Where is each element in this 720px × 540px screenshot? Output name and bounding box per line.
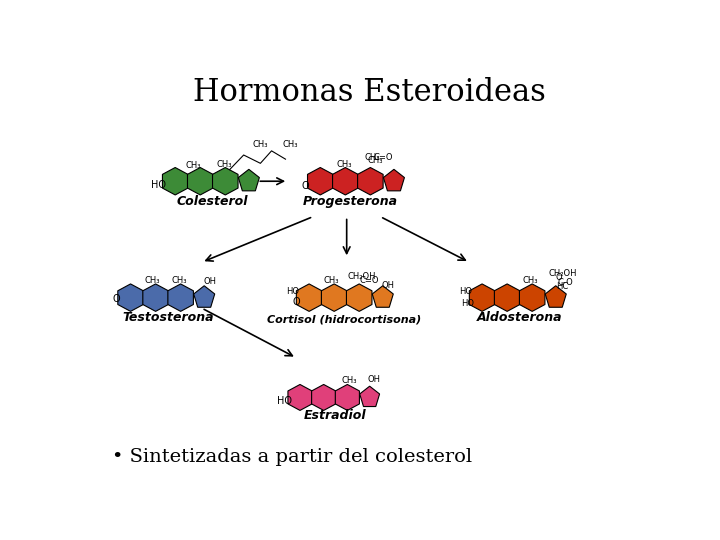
Polygon shape xyxy=(143,284,168,312)
Polygon shape xyxy=(336,384,359,410)
Polygon shape xyxy=(312,384,336,410)
Polygon shape xyxy=(168,284,194,312)
Polygon shape xyxy=(495,284,520,312)
Text: CH₂OH: CH₂OH xyxy=(348,272,377,281)
Text: HO: HO xyxy=(277,396,292,406)
Text: HO: HO xyxy=(151,180,166,190)
Polygon shape xyxy=(358,167,383,195)
Polygon shape xyxy=(519,284,545,312)
Text: C-O: C-O xyxy=(557,278,573,287)
Text: HO: HO xyxy=(287,287,300,295)
Text: CH₃: CH₃ xyxy=(336,160,351,169)
Text: OH: OH xyxy=(382,281,395,290)
Text: Cortisol (hidrocortisona): Cortisol (hidrocortisona) xyxy=(266,314,421,325)
Text: O: O xyxy=(302,181,310,192)
Text: Testosterona: Testosterona xyxy=(122,311,214,324)
Polygon shape xyxy=(469,284,495,312)
Polygon shape xyxy=(118,284,143,312)
Text: O: O xyxy=(112,294,120,304)
Polygon shape xyxy=(212,167,238,195)
Text: CH₃: CH₃ xyxy=(367,157,382,165)
Polygon shape xyxy=(346,284,372,312)
Text: CH₃: CH₃ xyxy=(253,140,268,149)
Text: HO: HO xyxy=(459,287,472,295)
Polygon shape xyxy=(333,167,358,195)
Text: Aldosterona: Aldosterona xyxy=(477,311,562,324)
Text: C=O: C=O xyxy=(360,276,379,285)
Polygon shape xyxy=(238,170,259,191)
Polygon shape xyxy=(360,386,379,407)
Text: HO: HO xyxy=(461,299,474,308)
Text: • Sintetizadas a partir del colesterol: • Sintetizadas a partir del colesterol xyxy=(112,448,472,466)
Text: Hormonas Esteroideas: Hormonas Esteroideas xyxy=(192,77,546,109)
Text: O: O xyxy=(556,273,562,282)
Polygon shape xyxy=(163,167,188,195)
Polygon shape xyxy=(372,286,393,307)
Text: CH₂OH: CH₂OH xyxy=(548,269,577,279)
Polygon shape xyxy=(187,167,213,195)
Text: Estradiol: Estradiol xyxy=(305,409,366,422)
Text: Progesterona: Progesterona xyxy=(303,194,398,207)
Text: CH₃: CH₃ xyxy=(283,140,298,149)
Text: O: O xyxy=(292,296,300,307)
Text: OH: OH xyxy=(203,277,216,286)
Text: CH₃: CH₃ xyxy=(341,376,356,385)
Text: CH₃: CH₃ xyxy=(364,153,379,162)
Polygon shape xyxy=(194,286,215,307)
Text: CH₃: CH₃ xyxy=(145,276,161,285)
Text: Colesterol: Colesterol xyxy=(177,194,248,207)
Text: HC: HC xyxy=(557,282,569,292)
Text: CH₃: CH₃ xyxy=(171,276,187,285)
Text: OH: OH xyxy=(367,375,380,384)
Polygon shape xyxy=(545,286,566,307)
Text: C=O: C=O xyxy=(373,153,392,162)
Text: CH₃: CH₃ xyxy=(523,275,539,285)
Text: CH₃: CH₃ xyxy=(216,160,232,169)
Polygon shape xyxy=(321,284,347,312)
Text: CH₃: CH₃ xyxy=(185,160,201,170)
Polygon shape xyxy=(297,284,322,312)
Polygon shape xyxy=(384,170,405,191)
Polygon shape xyxy=(288,384,312,410)
Polygon shape xyxy=(307,167,333,195)
Text: CH₃: CH₃ xyxy=(323,275,339,285)
